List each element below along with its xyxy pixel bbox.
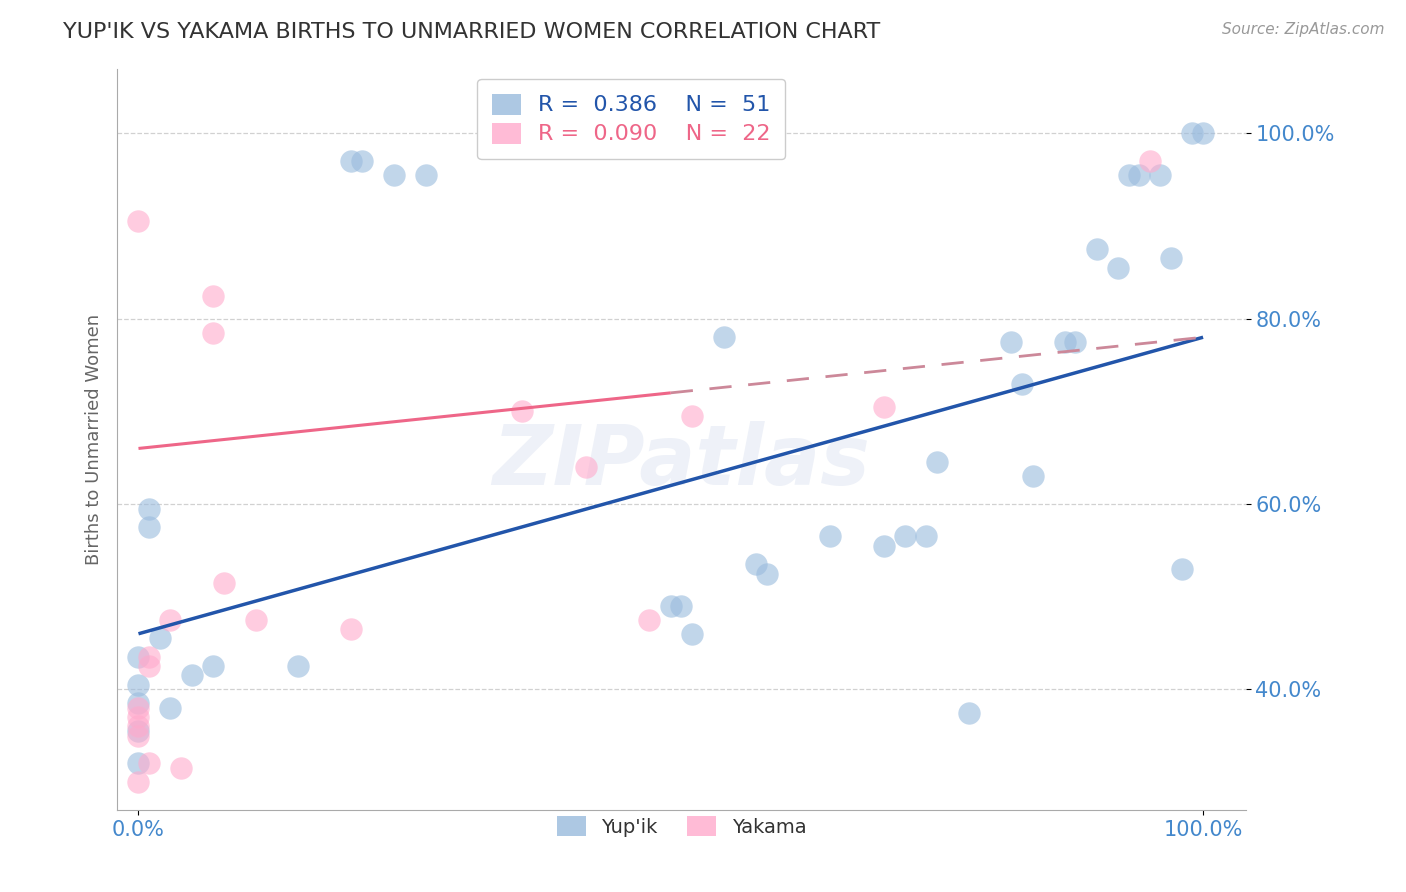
Point [159,613,181,627]
Point [127,214,149,228]
Point [671,599,693,613]
Point [755,566,778,581]
Point [138,659,160,673]
Point [638,613,661,627]
Point [1181,127,1204,141]
Point [352,154,374,169]
Point [1160,252,1182,266]
Point [127,729,149,743]
Y-axis label: Births to Unmarried Women: Births to Unmarried Women [86,314,103,565]
Point [138,649,160,664]
Point [127,775,149,789]
Point [510,404,533,418]
Point [1149,168,1171,182]
Point [138,756,160,771]
Point [127,678,149,692]
Point [159,701,181,715]
Point [201,326,224,340]
Point [681,409,703,423]
Point [1139,154,1161,169]
Point [382,168,405,182]
Point [894,529,917,543]
Point [1118,168,1140,182]
Point [1128,168,1150,182]
Point [415,168,437,182]
Point [1085,242,1108,256]
Point [957,706,980,720]
Text: YUP'IK VS YAKAMA BIRTHS TO UNMARRIED WOMEN CORRELATION CHART: YUP'IK VS YAKAMA BIRTHS TO UNMARRIED WOM… [63,22,880,42]
Point [1011,376,1033,391]
Point [575,460,598,475]
Point [127,696,149,710]
Point [820,529,842,543]
Point [127,719,149,733]
Point [873,539,896,553]
Point [149,632,172,646]
Point [1171,562,1194,576]
Text: ZIPatlas: ZIPatlas [492,421,870,502]
Point [127,710,149,724]
Legend: Yup'ik, Yakama: Yup'ik, Yakama [548,808,814,845]
Point [1053,334,1076,349]
Point [127,724,149,739]
Point [138,520,160,534]
Point [1022,469,1045,483]
Point [138,501,160,516]
Point [180,668,202,682]
Point [745,558,768,572]
Point [659,599,682,613]
Point [340,622,363,636]
Point [681,627,703,641]
Point [212,575,235,590]
Point [201,659,224,673]
Point [713,330,735,344]
Point [873,400,896,414]
Point [170,761,193,775]
Point [127,701,149,715]
Point [287,659,309,673]
Point [1000,334,1022,349]
Point [127,756,149,771]
Text: Source: ZipAtlas.com: Source: ZipAtlas.com [1222,22,1385,37]
Point [201,288,224,302]
Point [915,529,938,543]
Point [245,613,267,627]
Point [340,154,363,169]
Point [1064,334,1087,349]
Point [1192,127,1215,141]
Point [127,649,149,664]
Point [1107,260,1129,275]
Point [925,455,948,469]
